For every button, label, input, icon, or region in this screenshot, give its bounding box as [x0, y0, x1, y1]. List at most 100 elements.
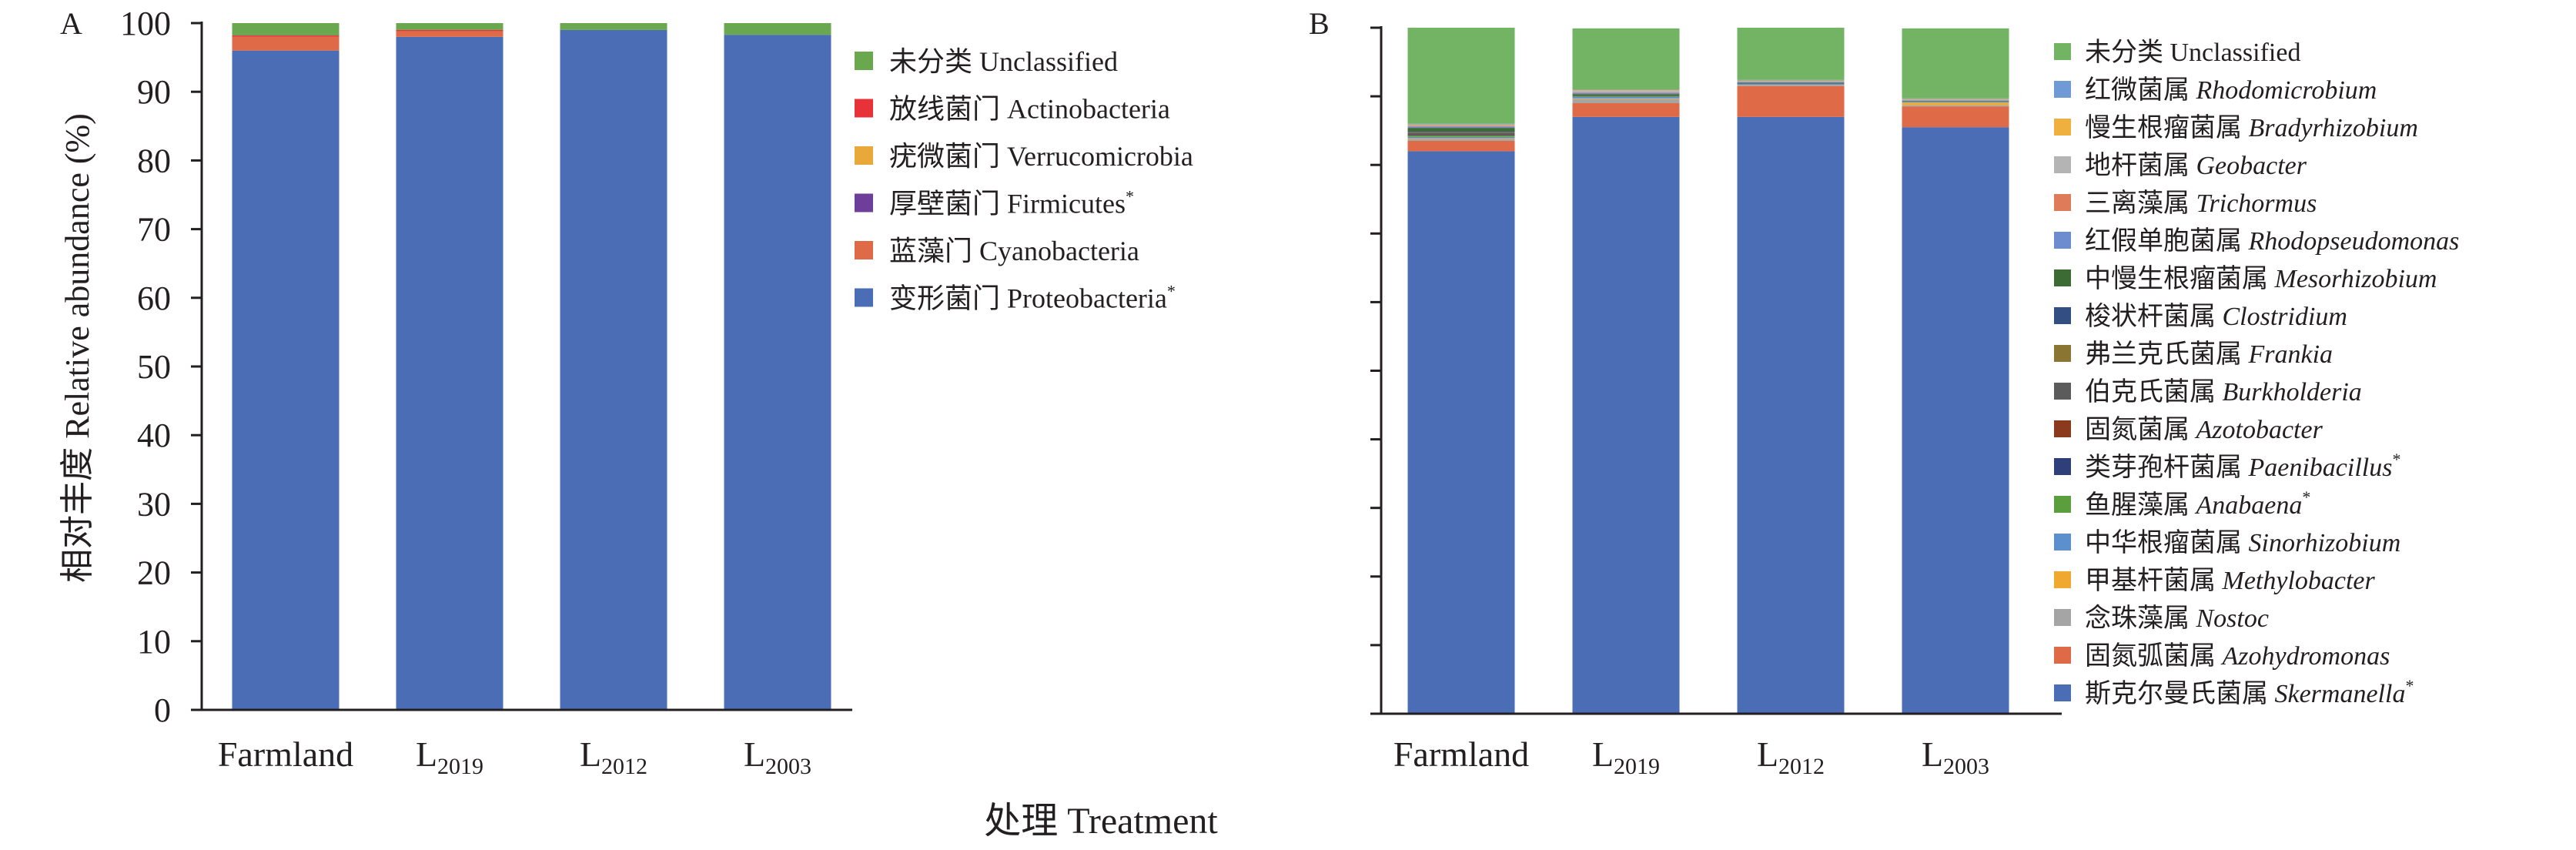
bar-segment-rhodopseudomonas-1 [1572, 92, 1680, 95]
legend-label-unclassified: 未分类 Unclassified [889, 46, 1118, 77]
legend-swatch-azotobacter [2054, 420, 2071, 437]
legend-swatch-bradyrhizobium [2054, 119, 2071, 136]
bar-segment-nostoc-2 [1737, 84, 1845, 86]
bar-segment-sinorhizobium-0 [1407, 136, 1515, 139]
panel-b-x-tick-label-3: L2003 [1922, 735, 1989, 779]
legend-label-bradyrhizobium: 慢生根瘤菌属 Bradyrhizobium [2085, 113, 2418, 142]
legend-label-geobacter: 地杆菌属 Geobacter [2085, 151, 2307, 180]
bar-segment-azohydromonas-1 [1572, 103, 1680, 117]
bar-segment-paenibacillus-0 [1407, 134, 1515, 136]
legend-swatch-actinobacteria [855, 99, 873, 118]
panel-a-x-tick-label-0: Farmland [218, 735, 353, 774]
bar-segment-anabaena-0 [1407, 135, 1515, 137]
bar-segment-sinorhizobium-2 [1737, 84, 1845, 85]
legend-swatch-burkholderia [2054, 383, 2071, 400]
panel-b-x-tick-labels: Farmland L2019 L2012 L2003 [1393, 735, 1989, 779]
bar-segment-nostoc-1 [1572, 99, 1680, 104]
bar-segment-mesorhizobium-3 [1902, 101, 2009, 102]
bar-segment-methylobacter-3 [1902, 102, 2009, 105]
bar-segment-unclassified-2 [560, 23, 667, 30]
legend-label-sinorhizobium: 中华根瘤菌属 Sinorhizobium [2085, 528, 2400, 557]
legend-swatch-frankia [2054, 345, 2071, 362]
bar-segment-unclassified-0 [232, 23, 340, 36]
bar-segment-actinobacteria-0 [232, 35, 340, 37]
legend-label-clostridium: 梭状杆菌属 Clostridium [2085, 302, 2347, 331]
bar-segment-geobacter-3 [1902, 99, 2009, 101]
legend-swatch-paenibacillus [2054, 458, 2071, 475]
bar-segment-bradyrhizobium-3 [1902, 99, 2009, 100]
panel-a-y-tick-labels: 0 10 20 30 40 50 60 70 80 90 100 [120, 5, 171, 729]
legend-label-burkholderia: 伯克氏菌属 Burkholderia [2085, 377, 2362, 407]
legend-swatch-anabaena [2054, 496, 2071, 513]
bar-segment-unclassified-2 [1737, 28, 1845, 80]
bar-segment-unclassified-3 [1902, 28, 2009, 99]
bar-segment-rhodomicrobium-0 [1407, 123, 1515, 125]
legend-swatch-rhodopseudomonas [2054, 232, 2071, 249]
bar-segment-proteobacteria-3 [724, 35, 831, 710]
legend-swatch-clostridium [2054, 307, 2071, 324]
bar-segment-nostoc-0 [1407, 139, 1515, 142]
bar-segment-mesorhizobium-0 [1407, 128, 1515, 132]
bar-segment-azohydromonas-0 [1407, 141, 1515, 152]
legend-label-firmicutes: 厚壁菌门 Firmicutes* [889, 187, 1134, 219]
bar-segment-burkholderia-0 [1407, 132, 1515, 135]
legend-label-methylobacter: 甲基杆菌属 Methylobacter [2085, 566, 2376, 595]
legend-swatch-unclassified [2054, 43, 2071, 60]
bar-segment-mesorhizobium-1 [1572, 94, 1680, 96]
panel-a-x-tick-label-1: L2019 [416, 735, 483, 779]
legend-swatch-azohydromonas [2054, 647, 2071, 664]
x-axis-title: 处理 Treatment [984, 801, 1218, 842]
legend-label-verrucomicrobia: 疣微菌门 Verrucomicrobia [889, 141, 1193, 172]
bar-segment-azohydromonas-3 [1902, 106, 2009, 128]
legend-label-unclassified: 未分类 Unclassified [2085, 38, 2300, 67]
legend-label-rhodomicrobium: 红微菌属 Rhodomicrobium [2085, 75, 2377, 105]
legend-swatch-methylobacter [2054, 571, 2071, 588]
panel-a-y-axis-title: 相对丰度 Relative abundance (%) [59, 113, 96, 583]
bar-segment-geobacter-1 [1572, 90, 1680, 92]
bar-segment-geobacter-2 [1737, 81, 1845, 82]
bar-segment-unclassified-1 [396, 23, 503, 30]
legend-swatch-proteobacteria [855, 288, 873, 307]
legend-swatch-skermanella [2054, 684, 2071, 701]
bar-segment-trichormus-1 [1572, 92, 1680, 93]
panel-b-legend: 未分类 Unclassified 红微菌属 Rhodomicrobium 慢生根瘤菌… [2054, 38, 2459, 708]
panel-b-axes [1370, 26, 2062, 715]
panel-b-bars [1407, 28, 2009, 714]
bar-segment-sinorhizobium-1 [1572, 96, 1680, 99]
bar-segment-unclassified-0 [1407, 28, 1515, 124]
legend-label-mesorhizobium: 中慢生根瘤菌属 Mesorhizobium [2085, 264, 2437, 293]
panel-a-y-tick-label: 80 [137, 142, 171, 179]
legend-swatch-mesorhizobium [2054, 269, 2071, 286]
bar-segment-proteobacteria-1 [396, 36, 503, 710]
panel-a-y-tick-label: 40 [137, 417, 171, 454]
legend-swatch-trichormus [2054, 194, 2071, 211]
panel-a-y-tick-label: 100 [120, 5, 171, 42]
bar-segment-skermanella-1 [1572, 116, 1680, 714]
bar-segment-bradyrhizobium-2 [1737, 80, 1845, 82]
bar-segment-azotobacter-0 [1407, 134, 1515, 135]
legend-label-rhodopseudomonas: 红假单胞菌属 Rhodopseudomonas [2085, 226, 2459, 256]
panel-b-x-tick-label-0: Farmland [1393, 735, 1529, 774]
legend-label-nostoc: 念珠藻属 Nostoc [2085, 604, 2269, 633]
legend-label-trichormus: 三离藻属 Trichormus [2085, 189, 2317, 218]
panel-a-label: A [60, 6, 82, 41]
legend-label-frankia: 弗兰克氏菌属 Frankia [2085, 340, 2333, 369]
panel-a-y-tick-label: 30 [137, 485, 171, 523]
bar-segment-rhodomicrobium-1 [1572, 89, 1680, 91]
legend-label-cyanobacteria: 蓝藻门 Cyanobacteria [889, 236, 1139, 266]
panel-a-bars [232, 23, 831, 711]
legend-label-skermanella: 斯克尔曼氏菌属 Skermanella* [2085, 676, 2414, 708]
bar-segment-rhodopseudomonas-3 [1902, 100, 2009, 102]
panel-a-y-tick-label: 10 [137, 623, 171, 661]
panel-b-x-tick-label-1: L2019 [1592, 735, 1660, 779]
bar-segment-unclassified-1 [1572, 28, 1680, 90]
bar-segment-skermanella-0 [1407, 151, 1515, 714]
bar-segment-skermanella-3 [1902, 127, 2009, 714]
bar-segment-proteobacteria-0 [232, 50, 340, 711]
legend-swatch-nostoc [2054, 609, 2071, 626]
panel-a-x-tick-label-2: L2012 [580, 735, 647, 779]
bar-segment-rhodopseudomonas-0 [1407, 126, 1515, 129]
panel-a-y-tick-label: 90 [137, 73, 171, 111]
bar-segment-azohydromonas-2 [1737, 85, 1845, 117]
